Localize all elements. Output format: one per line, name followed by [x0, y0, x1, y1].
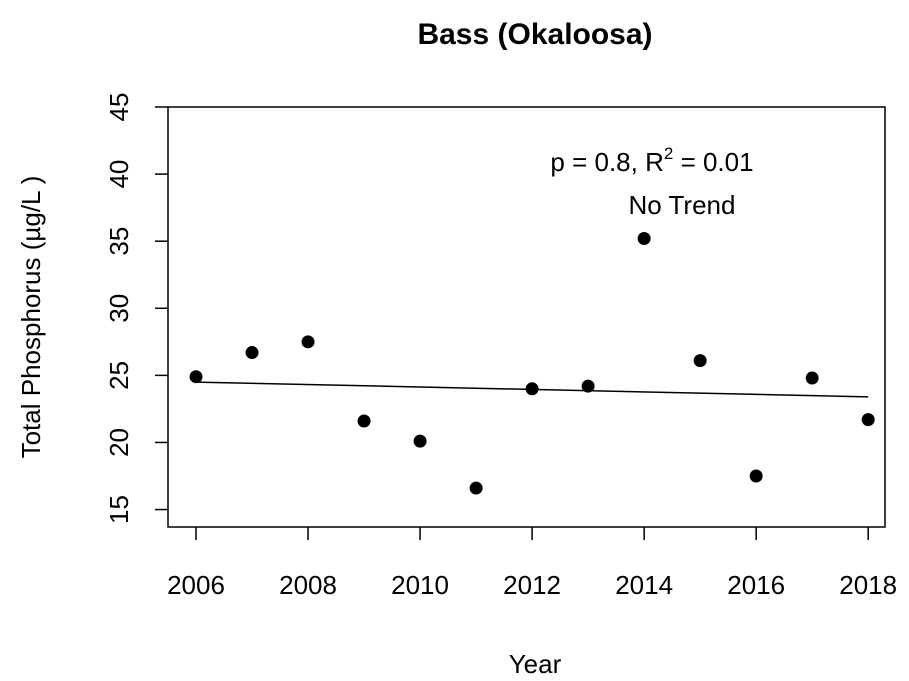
x-tick-label: 2016	[727, 570, 785, 600]
point	[637, 232, 651, 246]
annotation-text: = 0.01	[673, 147, 753, 177]
annotation-sup: 2	[664, 144, 673, 163]
x-tick-label: 2014	[615, 570, 673, 600]
point	[189, 370, 203, 384]
point	[245, 346, 259, 360]
x-tick-label: 2008	[279, 570, 337, 600]
point	[469, 481, 483, 495]
x-tick-label: 2012	[503, 570, 561, 600]
point	[693, 354, 707, 368]
chart-title: Bass (Okaloosa)	[417, 18, 652, 51]
y-tick-label: 45	[104, 93, 134, 122]
point	[301, 335, 315, 349]
x-tick-label: 2010	[391, 570, 449, 600]
point	[581, 379, 595, 393]
plot-box	[167, 106, 886, 528]
x-tick-label: 2018	[839, 570, 897, 600]
point	[749, 469, 763, 483]
x-tick-label: 2006	[167, 570, 225, 600]
point	[413, 434, 427, 448]
y-tick-label: 35	[104, 227, 134, 256]
y-tick-label: 20	[104, 428, 134, 457]
point	[525, 382, 539, 396]
point	[805, 371, 819, 385]
y-tick-label: 15	[104, 495, 134, 524]
annotation: p = 0.8, R2 = 0.01	[550, 144, 753, 177]
y-tick-label: 40	[104, 160, 134, 189]
point	[357, 414, 371, 428]
y-tick-label: 25	[104, 361, 134, 390]
x-axis-label: Year	[509, 649, 562, 679]
y-tick-label: 30	[104, 294, 134, 323]
point	[861, 413, 875, 427]
annotation: No Trend	[629, 190, 736, 220]
annotation-text: p = 0.8, R	[550, 147, 663, 177]
y-axis-label: Total Phosphorus (µg/L )	[16, 176, 46, 459]
